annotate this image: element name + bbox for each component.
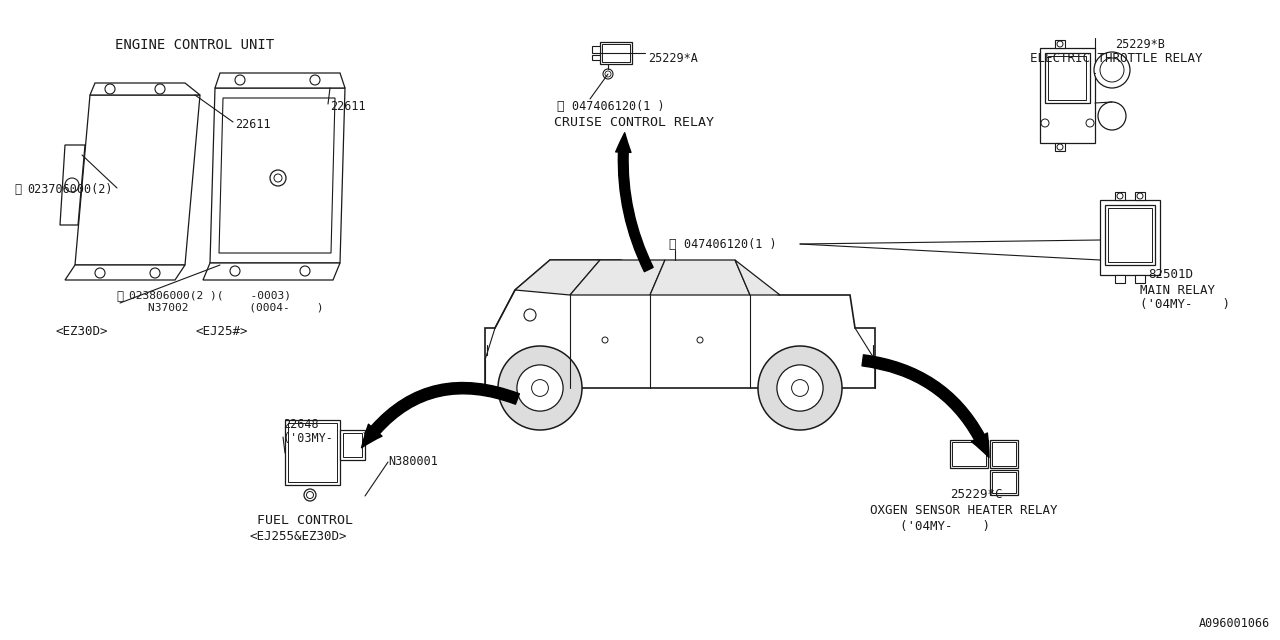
- Circle shape: [65, 178, 79, 192]
- Text: ('03MY-    ): ('03MY- ): [283, 432, 369, 445]
- Polygon shape: [60, 145, 84, 225]
- Text: OXGEN SENSOR HEATER RELAY: OXGEN SENSOR HEATER RELAY: [870, 504, 1057, 517]
- Text: ENGINE CONTROL UNIT: ENGINE CONTROL UNIT: [115, 38, 275, 52]
- Polygon shape: [1105, 205, 1155, 265]
- Text: 047406120(1 ): 047406120(1 ): [572, 100, 664, 113]
- Polygon shape: [76, 95, 200, 265]
- Circle shape: [155, 84, 165, 94]
- Circle shape: [603, 69, 613, 79]
- Text: Ⓢ: Ⓢ: [668, 238, 676, 251]
- Text: 22611: 22611: [236, 118, 270, 131]
- Circle shape: [498, 346, 582, 430]
- Polygon shape: [65, 265, 186, 280]
- Circle shape: [310, 75, 320, 85]
- Circle shape: [150, 268, 160, 278]
- Text: CRUISE CONTROL RELAY: CRUISE CONTROL RELAY: [554, 116, 714, 129]
- Text: 047406120(1 ): 047406120(1 ): [684, 238, 777, 251]
- Circle shape: [1098, 102, 1126, 130]
- Text: FUEL CONTROL: FUEL CONTROL: [257, 514, 353, 527]
- Text: N37002         (0004-    ): N37002 (0004- ): [148, 303, 324, 313]
- Polygon shape: [591, 46, 600, 53]
- Polygon shape: [90, 83, 200, 95]
- Polygon shape: [570, 260, 666, 295]
- Polygon shape: [735, 260, 780, 295]
- Text: 25229*B: 25229*B: [1115, 38, 1165, 51]
- Circle shape: [230, 266, 241, 276]
- Text: 25229*C: 25229*C: [950, 488, 1002, 501]
- Polygon shape: [591, 55, 600, 60]
- Text: ELECTRIC THROTTLE RELAY: ELECTRIC THROTTLE RELAY: [1030, 52, 1202, 65]
- Circle shape: [791, 380, 809, 396]
- Polygon shape: [1115, 275, 1125, 283]
- Text: <EJ255&EZ30D>: <EJ255&EZ30D>: [250, 530, 347, 543]
- Text: 023806000(2 )(    -0003): 023806000(2 )( -0003): [129, 290, 291, 300]
- Polygon shape: [1044, 53, 1091, 103]
- Text: <EZ30D>: <EZ30D>: [55, 325, 108, 338]
- Text: ('04MY-    ): ('04MY- ): [1140, 298, 1230, 311]
- Text: 82501D: 82501D: [1148, 268, 1193, 281]
- Circle shape: [531, 380, 548, 396]
- Polygon shape: [1055, 143, 1065, 151]
- Text: MAIN RELAY: MAIN RELAY: [1140, 284, 1215, 297]
- Polygon shape: [515, 260, 600, 295]
- Polygon shape: [1039, 48, 1094, 143]
- Polygon shape: [1115, 192, 1125, 200]
- Polygon shape: [204, 263, 340, 280]
- Text: ('04MY-    ): ('04MY- ): [900, 520, 989, 533]
- Polygon shape: [340, 430, 365, 460]
- Polygon shape: [1055, 40, 1065, 48]
- Text: <EJ25#>: <EJ25#>: [195, 325, 247, 338]
- Text: N380001: N380001: [388, 455, 438, 468]
- Text: Ⓝ: Ⓝ: [116, 290, 124, 303]
- Circle shape: [517, 365, 563, 411]
- Polygon shape: [485, 260, 876, 388]
- Polygon shape: [989, 470, 1018, 495]
- Circle shape: [1094, 52, 1130, 88]
- FancyArrowPatch shape: [361, 383, 520, 448]
- Circle shape: [777, 365, 823, 411]
- Polygon shape: [1135, 275, 1146, 283]
- Circle shape: [758, 346, 842, 430]
- Polygon shape: [215, 73, 346, 88]
- Circle shape: [270, 170, 285, 186]
- Text: Ⓝ: Ⓝ: [14, 183, 22, 196]
- Text: 22648: 22648: [283, 418, 319, 431]
- Circle shape: [95, 268, 105, 278]
- Text: 023706000(2): 023706000(2): [27, 183, 113, 196]
- Text: Ⓢ: Ⓢ: [557, 100, 563, 113]
- Text: 25229*A: 25229*A: [648, 52, 698, 65]
- Polygon shape: [210, 88, 346, 263]
- Circle shape: [300, 266, 310, 276]
- Polygon shape: [989, 440, 1018, 468]
- FancyArrowPatch shape: [616, 132, 653, 271]
- Polygon shape: [600, 42, 632, 64]
- Text: A096001066: A096001066: [1199, 617, 1270, 630]
- FancyArrowPatch shape: [861, 355, 989, 458]
- Circle shape: [305, 489, 316, 501]
- Polygon shape: [1135, 192, 1146, 200]
- Polygon shape: [285, 420, 340, 485]
- Text: 22611: 22611: [330, 100, 366, 113]
- Circle shape: [236, 75, 244, 85]
- Circle shape: [105, 84, 115, 94]
- Polygon shape: [650, 260, 750, 295]
- Polygon shape: [950, 440, 988, 468]
- Polygon shape: [1100, 200, 1160, 275]
